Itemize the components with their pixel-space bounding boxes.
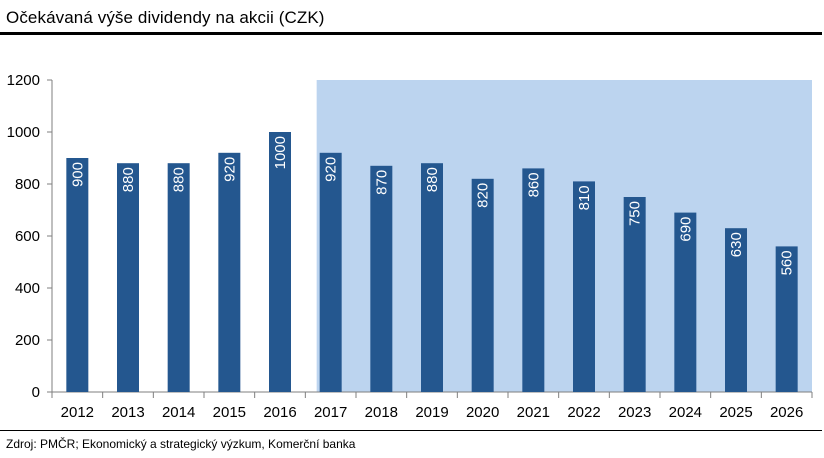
data-label-2019: 880 (424, 167, 441, 192)
data-label-2022: 810 (576, 185, 593, 210)
y-tick-label: 1200 (7, 72, 40, 89)
bar-2024 (674, 212, 697, 392)
page-title: Očekávaná výše dividendy na akcii (CZK) (6, 8, 325, 27)
bar-2017 (319, 152, 342, 392)
bar-2021 (522, 168, 545, 392)
bar-2025 (725, 228, 747, 392)
x-tick-label: 2017 (314, 404, 347, 421)
data-label-2020: 820 (475, 183, 492, 208)
y-tick-label: 800 (15, 176, 40, 193)
bar-2014 (167, 163, 190, 392)
bar-2026 (775, 246, 798, 392)
bar-2019 (421, 163, 443, 392)
bar-2012 (66, 158, 89, 392)
data-label-2018: 870 (373, 170, 390, 195)
x-tick-label: 2012 (61, 404, 94, 421)
dividend-bar-chart: 0 200 400 600 800 1000 1200 900 2012 880 2013 880 20… (7, 72, 813, 421)
x-tick-label: 2022 (567, 404, 600, 421)
y-tick-label: 400 (15, 280, 40, 297)
bar-2016 (269, 132, 291, 392)
x-tick-label: 2019 (415, 404, 448, 421)
x-tick-label: 2018 (365, 404, 398, 421)
x-tick-label: 2026 (770, 404, 803, 421)
data-label-2015: 920 (221, 157, 238, 182)
data-label-2024: 690 (677, 217, 694, 242)
data-label-2017: 920 (323, 157, 340, 182)
data-label-2012: 900 (69, 162, 86, 187)
bar-2018 (370, 165, 393, 392)
x-tick-label: 2025 (719, 404, 752, 421)
bar-2020 (471, 178, 494, 392)
y-tick-label: 0 (32, 384, 40, 401)
data-label-2021: 860 (525, 172, 542, 197)
y-tick-label: 200 (15, 332, 40, 349)
x-tick-label: 2023 (618, 404, 651, 421)
x-tick-label: 2015 (213, 404, 246, 421)
data-label-2025: 630 (728, 232, 745, 257)
x-tick-label: 2024 (669, 404, 702, 421)
data-label-2016: 1000 (272, 136, 289, 169)
data-label-2026: 560 (779, 250, 796, 275)
bar-2015 (218, 152, 241, 392)
source-note: Zdroj: PMČR; Ekonomický a strategický vý… (6, 437, 356, 451)
bar-2023 (623, 197, 646, 392)
x-tick-label: 2021 (517, 404, 550, 421)
data-label-2014: 880 (171, 167, 188, 192)
data-label-2013: 880 (120, 167, 137, 192)
y-tick-label: 1000 (7, 124, 40, 141)
x-tick-label: 2013 (111, 404, 144, 421)
data-label-2023: 750 (627, 201, 644, 226)
y-tick-label: 600 (15, 228, 40, 245)
x-tick-label: 2020 (466, 404, 499, 421)
bar-2022 (573, 181, 595, 392)
x-tick-label: 2016 (263, 404, 296, 421)
x-tick-label: 2014 (162, 404, 195, 421)
footer-divider (0, 430, 822, 431)
bar-2013 (117, 163, 139, 392)
title-divider (0, 32, 822, 35)
